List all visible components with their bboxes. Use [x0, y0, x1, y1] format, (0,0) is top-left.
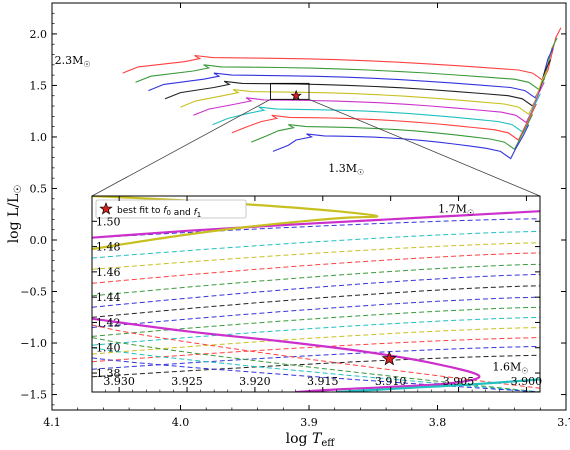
inset-mass-label-1-sun-symbol: ☉ [467, 208, 474, 217]
dashed-track-12 [92, 337, 540, 363]
dashed-track-14 [92, 354, 540, 378]
main-x-tick-label: 3.8 [429, 416, 447, 429]
best-fit-star-inset [381, 350, 397, 366]
legend-label: best fit to f0 and f1 [117, 206, 201, 219]
inset-y-tick-label: 1.40 [96, 342, 121, 355]
inset-y-tick-label: 1.50 [96, 215, 121, 228]
inset-mass-label-2: 1.6M☉ [492, 361, 528, 376]
inset-tracks [92, 196, 540, 392]
main-plot: 2.3M☉ 1.3M☉ 4.1 4.0 3.9 3.8 3.7 2.0 1.5 1.0 0.5 0.0… [20, 2, 570, 429]
inset-x-tick-label: 3.920 [239, 375, 271, 388]
zoom-connector-right [308, 98, 541, 197]
y-axis-title: log L/L☉ [6, 185, 24, 244]
evolution-tracks [122, 27, 562, 160]
zoom-connector-lines [91, 98, 541, 197]
main-y-tick-label: 1.0 [30, 131, 48, 144]
zoom-box [270, 82, 310, 100]
legend-text-part: best fit to [117, 206, 163, 216]
track-4 [164, 59, 552, 107]
main-x-tick-label: 4.0 [172, 416, 190, 429]
main-y-tick-label: 0.5 [30, 182, 48, 195]
inset-y-tick-label: 1.38 [96, 367, 121, 380]
main-y-tick-label: −1.5 [20, 389, 47, 402]
inset-mass-label-2-sun-symbol: ☉ [521, 367, 528, 376]
dashed-track-11 [92, 327, 540, 355]
legend-freq-subscript: 0 [166, 209, 170, 217]
inset-x-tick-label: 3.900 [511, 375, 543, 388]
y-axis-title-sun-symbol: ☉ [13, 185, 24, 194]
inset-x-tick-label: 3.925 [171, 375, 203, 388]
inset-mass-label-1: 1.7M☉ [438, 202, 474, 217]
dashed-track-13 [92, 346, 540, 370]
x-axis-title-subscript: eff [321, 438, 335, 449]
inset-y-tick-label: 1.46 [96, 266, 121, 279]
main-mass-label-1: 2.3M☉ [55, 54, 91, 69]
track-3 [148, 48, 554, 99]
track-2 [135, 37, 558, 91]
zoom-inset-plot: best fit to f0 and f1 1.7M☉1.6M☉3.930 3.92… [91, 195, 543, 393]
dashed-track-3 [92, 242, 540, 270]
inset-x-tick-label: 3.930 [103, 375, 135, 388]
main-x-tick-label: 4.1 [43, 416, 61, 429]
track-5 [180, 70, 548, 116]
inset-y-tick-label: 1.48 [96, 241, 121, 254]
solid-track-4 [336, 378, 540, 392]
main-y-tick-label: 1.5 [30, 79, 48, 92]
solid-track-3 [92, 317, 481, 392]
main-y-tick-label: −1.0 [20, 337, 47, 350]
inset-frame [91, 195, 541, 393]
main-y-tick-label: −0.5 [20, 286, 47, 299]
dashed-track-1 [92, 218, 540, 239]
dashed-track-6 [92, 273, 540, 308]
dashed-track-7 [92, 285, 540, 318]
x-axis-title: log Teff [286, 431, 336, 449]
legend-star [99, 202, 113, 215]
track-8 [231, 103, 537, 141]
x-axis-title-symbol: T [312, 431, 323, 447]
best-fit-star-main [290, 89, 302, 101]
dashed-descending-track-3 [92, 347, 540, 392]
legend-text-part: and [171, 208, 194, 218]
zoom-connector-left [91, 98, 271, 197]
track-1 [122, 27, 562, 82]
dashed-track-8 [92, 296, 540, 328]
inset-y-tick-label: 1.42 [96, 316, 121, 329]
main-mass-label-2: 1.3M☉ [328, 162, 364, 177]
main-mass-label-2-sun-symbol: ☉ [357, 168, 364, 177]
dashed-track-5 [92, 263, 540, 297]
inset-x-tick-label: 3.915 [307, 375, 339, 388]
dashed-descending-track-1 [92, 324, 540, 389]
main-x-tick-label: 3.9 [300, 416, 318, 429]
legend-freq-symbol: f [194, 208, 199, 218]
dashed-track-4 [92, 252, 540, 284]
inset-legend: best fit to f0 and f1 [95, 199, 247, 219]
track-9 [250, 114, 534, 151]
track-6 [193, 82, 545, 124]
inset-x-tick-label: 3.910 [375, 375, 407, 388]
dashed-track-2 [92, 230, 540, 259]
main-x-tick-label: 3.7 [557, 416, 570, 429]
legend-box [95, 199, 247, 219]
dashed-descending-track-4 [92, 357, 540, 392]
main-y-tick-label: 2.0 [30, 28, 48, 41]
legend-freq-symbol: f [163, 206, 168, 216]
legend-freq-subscript: 1 [197, 211, 201, 219]
track-7 [212, 93, 541, 133]
inset-x-tick-label: 3.905 [443, 375, 475, 388]
dashed-track-9 [92, 306, 540, 337]
solid-track-1 [92, 210, 540, 239]
main-mass-label-1-sun-symbol: ☉ [83, 60, 90, 69]
main-y-tick-label: 0.0 [30, 234, 48, 247]
inset-background [92, 196, 540, 392]
inset-y-tick-label: 1.44 [96, 291, 121, 304]
track-10 [272, 124, 530, 160]
